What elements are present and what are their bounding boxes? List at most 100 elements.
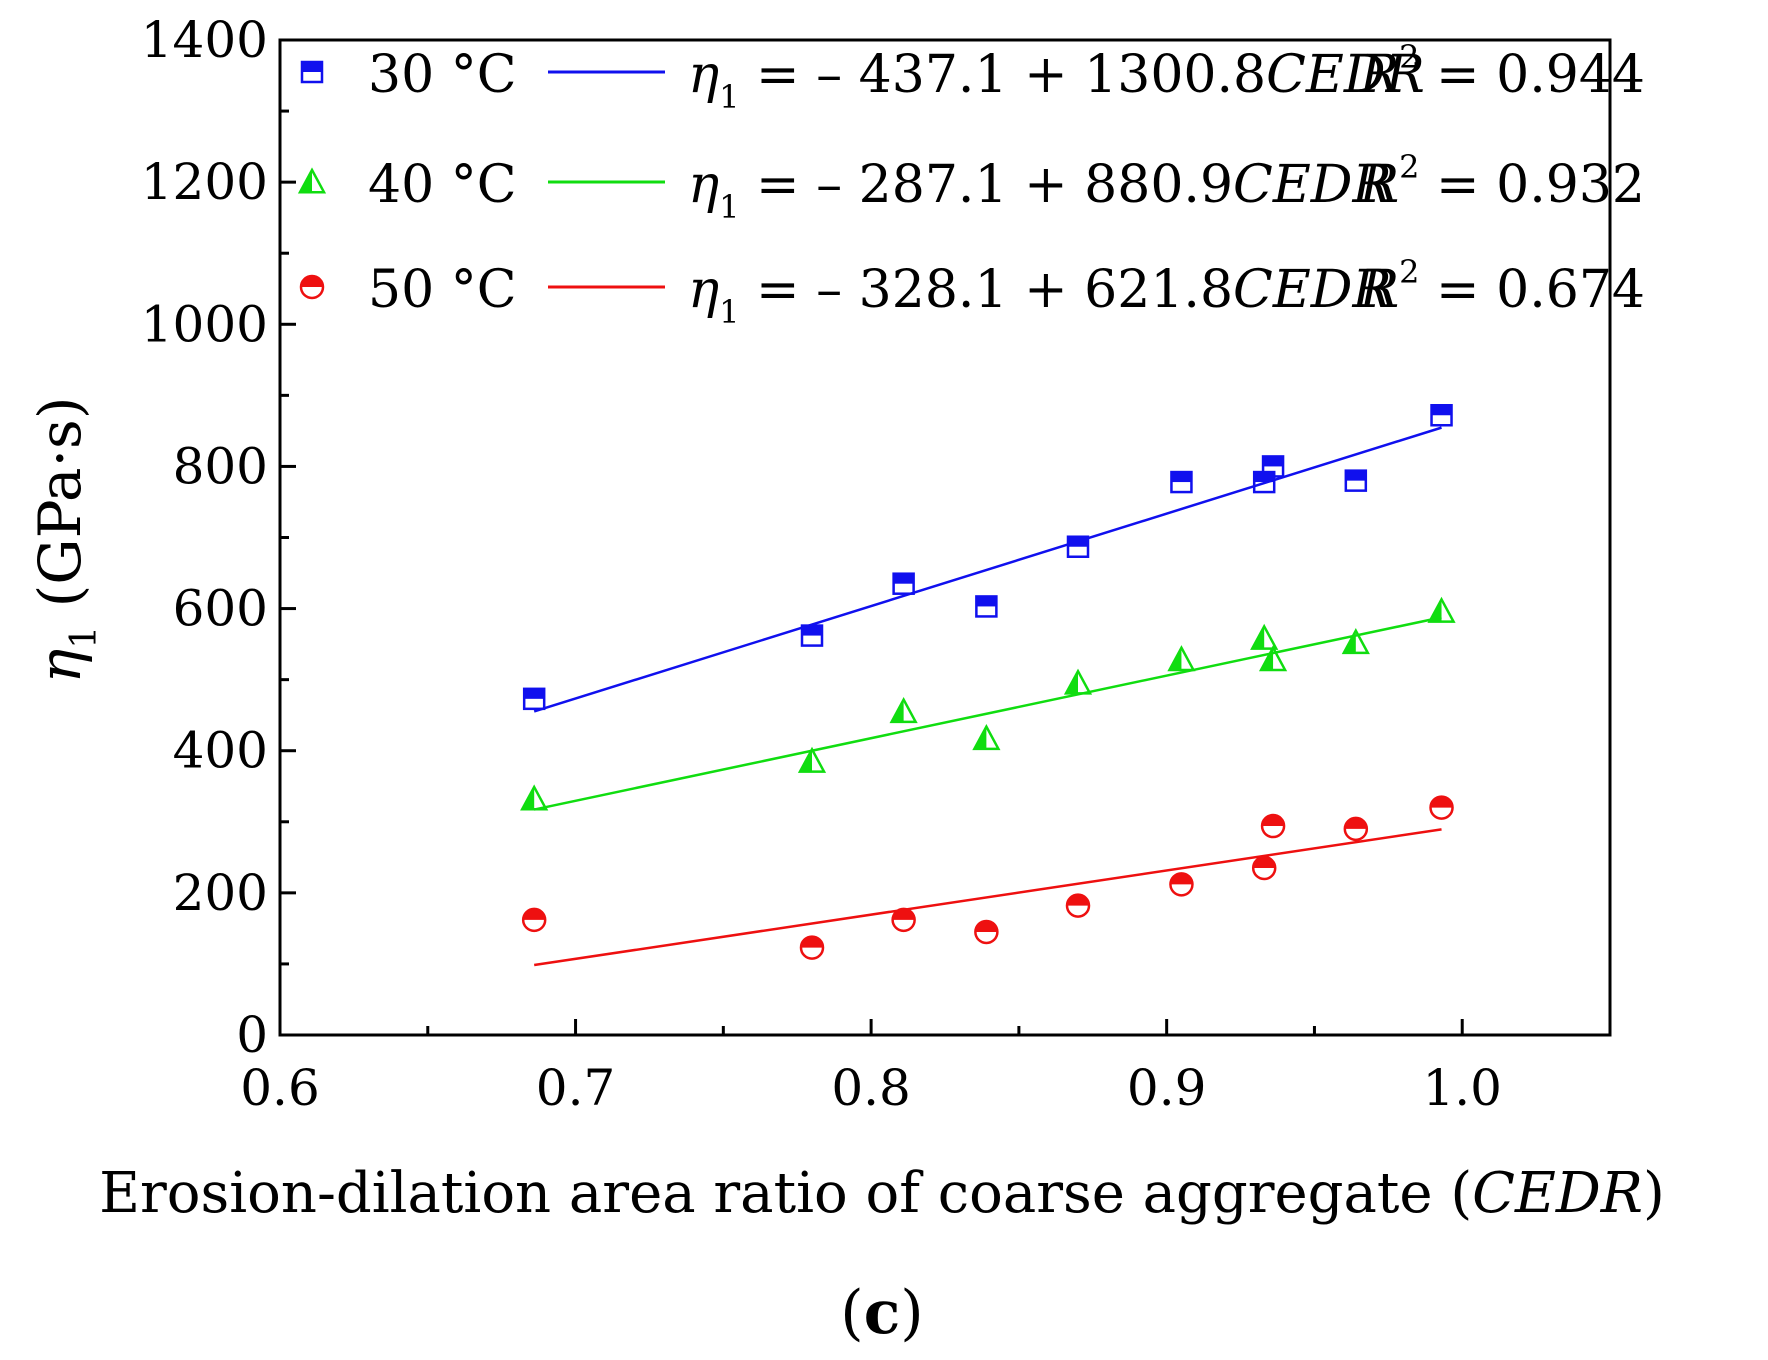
marker-outline: [1169, 872, 1194, 897]
legend-label: 30 °C: [368, 45, 516, 105]
fit-line: [533, 616, 1442, 811]
eq-variable: CEDR: [1233, 260, 1392, 320]
legend-r2: R2 = 0.674: [1359, 253, 1645, 320]
r2-symbol: R: [1359, 45, 1399, 105]
marker-outline: [892, 572, 915, 595]
data-point: [972, 724, 1001, 751]
marker-outline: [1343, 816, 1369, 842]
data-point: [1063, 668, 1093, 695]
legend-label: 50 °C: [368, 260, 516, 320]
eq-body: = – 328.1 + 621.8: [740, 260, 1234, 320]
marker-fill: [1263, 456, 1284, 467]
data-point: [892, 572, 915, 595]
legend-r2: R2 = 0.944: [1359, 38, 1645, 105]
r2-symbol: R: [1359, 155, 1399, 215]
data-point: [522, 687, 546, 711]
fit-line: [533, 828, 1442, 967]
marker-outline: [1063, 668, 1093, 695]
marker-outline: [799, 935, 825, 960]
marker-outline: [522, 687, 546, 711]
r2-symbol: R: [1359, 260, 1399, 320]
x-axis-label: Erosion-dilation area ratio of coarse ag…: [99, 1161, 1665, 1226]
panel-label: (c): [840, 1278, 923, 1348]
marker-outline: [1250, 623, 1279, 650]
marker-outline: [1167, 645, 1196, 672]
eq-variable: CEDR: [1233, 155, 1392, 215]
data-point: [1429, 795, 1454, 820]
data-point: [974, 919, 999, 945]
r2-value: = 0.674: [1420, 260, 1646, 320]
data-point: [1260, 813, 1286, 839]
r2-superscript: 2: [1399, 253, 1419, 291]
marker-outline: [297, 167, 327, 194]
y-axis-label: η1 (GPa·s): [26, 397, 105, 684]
eq-subscript: 1: [719, 293, 739, 331]
legend-marker: [300, 60, 324, 84]
legend-equation: η1 = – 287.1 + 880.9CEDR: [688, 155, 1392, 226]
legend-r2: R2 = 0.932: [1359, 148, 1645, 215]
marker-outline: [300, 60, 324, 84]
marker-outline: [1430, 404, 1453, 427]
marker-outline: [1429, 795, 1454, 820]
data-point: [1261, 455, 1285, 478]
marker-fill: [524, 688, 545, 699]
y-axis-label-unit: (GPa·s): [26, 397, 94, 626]
y-tick-label: 800: [173, 437, 268, 495]
marker-fill: [302, 62, 322, 72]
marker-outline: [299, 274, 325, 300]
eq-symbol: η: [688, 260, 719, 320]
x-tick-label: 0.6: [240, 1059, 320, 1117]
data-point: [799, 935, 825, 960]
data-point: [1427, 596, 1456, 623]
eq-subscript: 1: [719, 78, 739, 116]
eq-symbol: η: [688, 45, 719, 105]
data-point: [1170, 470, 1193, 494]
r2-superscript: 2: [1399, 148, 1419, 186]
marker-fill: [1345, 470, 1366, 481]
x-axis-label-italic: CEDR: [1472, 1161, 1643, 1226]
fit-lines: [533, 426, 1442, 967]
marker-outline: [520, 784, 549, 811]
axis-labels: Erosion-dilation area ratio of coarse ag…: [26, 397, 1665, 1348]
data-point: [1343, 816, 1369, 842]
data-point: [1430, 404, 1453, 427]
marker-outline: [1341, 628, 1370, 655]
data-point: [1251, 855, 1277, 881]
data-point: [520, 784, 549, 811]
marker-outline: [1065, 893, 1091, 918]
y-tick-label: 400: [173, 722, 268, 780]
legend-marker: [299, 274, 325, 300]
r2-value: = 0.932: [1420, 155, 1646, 215]
marker-outline: [1258, 645, 1288, 672]
data-point: [891, 907, 916, 933]
data-point: [1065, 893, 1091, 918]
eq-variable: CEDR: [1266, 45, 1425, 105]
r2-superscript: 2: [1399, 38, 1419, 76]
r2-value: = 0.944: [1420, 45, 1646, 105]
data-point: [1167, 645, 1196, 672]
legend-label: 40 °C: [368, 155, 516, 215]
data-point: [800, 624, 824, 647]
data-markers: [520, 404, 1456, 960]
marker-outline: [521, 907, 547, 933]
marker-fill: [1171, 472, 1192, 483]
marker-outline: [1261, 455, 1285, 478]
marker-outline: [1251, 855, 1277, 881]
eq-body: = – 437.1 + 1300.8: [740, 45, 1267, 105]
marker-outline: [1344, 469, 1368, 492]
marker-outline: [1260, 813, 1286, 839]
marker-outline: [1427, 596, 1456, 623]
marker-outline: [1066, 535, 1090, 558]
data-point: [1169, 872, 1194, 897]
x-axis-label-text: Erosion-dilation area ratio of coarse ag…: [99, 1161, 1472, 1226]
data-point: [975, 595, 998, 618]
eq-body: = – 287.1 + 880.9: [740, 155, 1234, 215]
marker-fill: [893, 573, 914, 584]
y-axis-label-subscript: 1: [64, 626, 105, 649]
panel-label-letter: c: [864, 1278, 901, 1348]
marker-outline: [889, 696, 918, 724]
marker-outline: [972, 724, 1001, 751]
panel-label-close: ): [900, 1278, 923, 1348]
data-point: [1258, 645, 1288, 672]
y-tick-label: 1000: [141, 295, 268, 353]
